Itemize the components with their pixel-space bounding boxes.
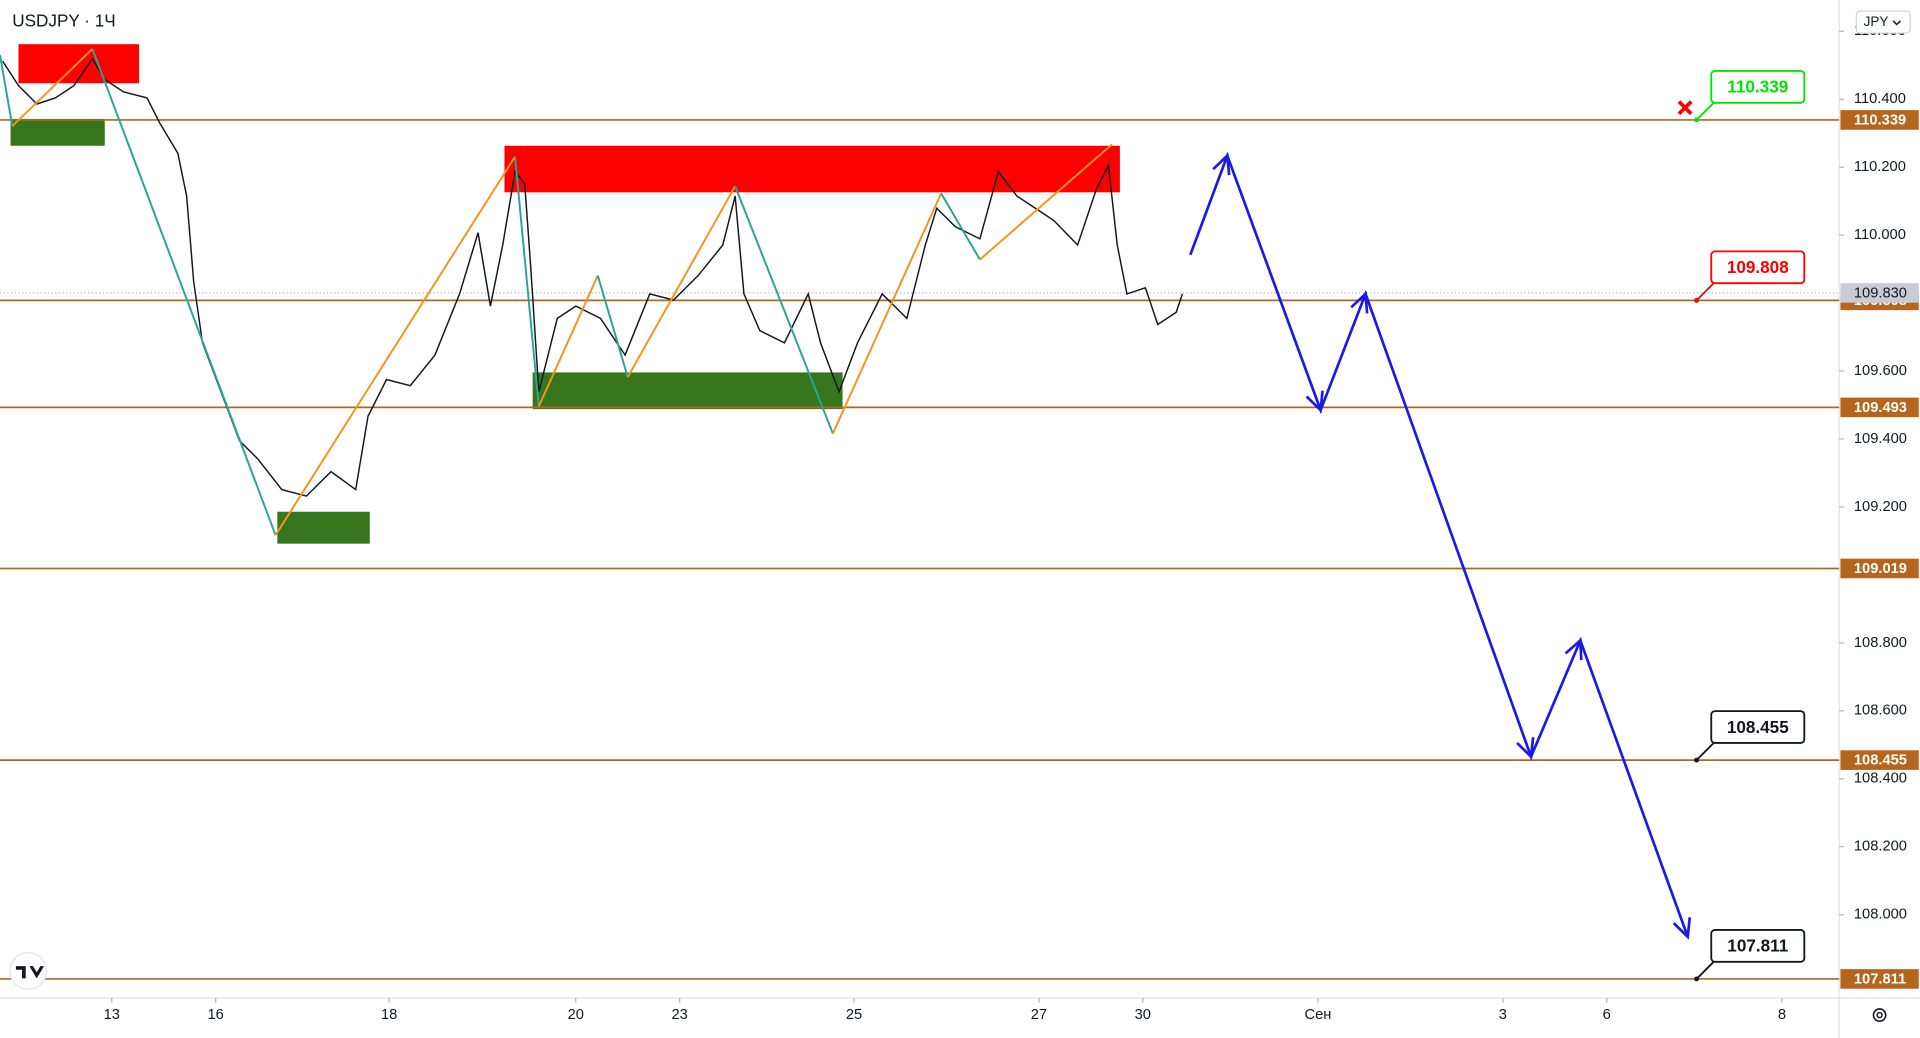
zigzag-segment — [537, 275, 599, 407]
callout-box — [1710, 710, 1806, 744]
cross-marker — [1677, 100, 1693, 116]
callout-label: 107.811 — [1727, 936, 1788, 956]
zigzag-segment — [831, 192, 943, 434]
forecast-arrowhead — [1516, 737, 1535, 760]
callout-leader — [1695, 102, 1715, 121]
zigzag-segment — [734, 185, 834, 434]
symbol-title[interactable]: USDJPY · 1Ч — [12, 11, 115, 31]
level-axis-label: 108.455 — [1854, 753, 1907, 769]
y-tick-label: 110.000 — [1854, 227, 1906, 243]
callout-point — [1694, 757, 1700, 763]
forecast-arrowhead — [1350, 291, 1369, 314]
y-tick-label: 108.000 — [1854, 907, 1907, 923]
plot-area: 110.339 109.808 108.455 107.811 — [0, 44, 1840, 982]
callout-point — [1694, 976, 1700, 982]
y-tick-label: 110.400 — [1854, 91, 1906, 107]
callout-box — [1710, 929, 1806, 963]
zigzag-segment — [979, 143, 1113, 261]
level-axis-box — [1840, 969, 1919, 989]
x-tick-label: 25 — [846, 1007, 862, 1023]
currency-button[interactable] — [1855, 10, 1911, 34]
currency-chevron — [1892, 20, 1901, 26]
x-tick-label: 18 — [381, 1007, 397, 1023]
callout-label: 110.339 — [1727, 77, 1788, 97]
callout-point — [1694, 117, 1700, 123]
y-tick-label: 108.800 — [1854, 635, 1907, 651]
level-axis-box — [1840, 110, 1919, 130]
callout-leader — [1695, 282, 1715, 302]
x-tick-label: 23 — [672, 1007, 688, 1023]
x-tick-label: 13 — [104, 1007, 120, 1023]
callout-label: 109.808 — [1727, 257, 1789, 277]
logo[interactable] — [9, 952, 48, 990]
gear-hub — [1876, 1011, 1883, 1019]
settings-icon[interactable] — [1872, 1008, 1887, 1023]
zigzag-segment — [940, 192, 981, 261]
level-axis-label: 109.493 — [1854, 400, 1907, 416]
level-axis-box — [1840, 397, 1919, 418]
callout-leader — [1695, 742, 1715, 761]
last-price-label: 109.830 — [1854, 285, 1907, 301]
zigzag-segment — [274, 156, 516, 536]
zone — [10, 118, 105, 146]
forecast-arrowhead — [1212, 152, 1231, 176]
zigzag-segment — [596, 275, 629, 378]
zigzag-segment — [91, 48, 277, 536]
zone — [18, 44, 140, 84]
forecast-arrowhead — [1305, 390, 1324, 414]
callout-box — [1710, 250, 1806, 285]
zigzag-segment — [514, 156, 540, 407]
level-axis-label: 110.339 — [1854, 112, 1906, 128]
x-tick-label: Сен — [1305, 1007, 1332, 1023]
zone — [532, 372, 843, 410]
y-tick-label: 108.600 — [1854, 703, 1907, 719]
zigzag-segment — [0, 54, 14, 127]
y-tick-label: 110.200 — [1854, 159, 1906, 175]
y-tick-label: 108.400 — [1854, 771, 1907, 787]
x-tick-label: 3 — [1499, 1007, 1507, 1023]
price-line — [2, 57, 1184, 497]
level-axis-label: 107.811 — [1854, 971, 1906, 987]
x-tick-label: 30 — [1135, 1007, 1151, 1023]
zigzag-segment — [11, 48, 94, 127]
x-tick-label: 8 — [1778, 1007, 1786, 1023]
callout-point — [1694, 297, 1700, 303]
callout-label: 108.455 — [1727, 717, 1789, 737]
x-tick-label: 20 — [568, 1007, 584, 1023]
y-tick-label: 109.200 — [1854, 499, 1907, 515]
zone — [504, 145, 1120, 193]
level-axis-box — [1840, 558, 1919, 579]
forecast-arrowhead — [1672, 917, 1692, 940]
y-tick-label: 109.400 — [1854, 431, 1907, 447]
axes: 110.600110.400110.200110.000109.600109.4… — [104, 23, 1919, 1023]
callout-box — [1710, 70, 1806, 104]
y-tick-label: 109.600 — [1854, 363, 1907, 379]
zigzag-segment — [626, 185, 736, 378]
level-axis-box — [1840, 750, 1919, 770]
logo-mark — [15, 966, 45, 979]
gear — [1872, 1008, 1887, 1023]
last-price-box — [1840, 283, 1919, 303]
x-tick-label: 16 — [208, 1007, 224, 1023]
currency-label[interactable]: JPY — [1864, 14, 1889, 29]
forecast-arrowhead — [1564, 637, 1583, 661]
x-tick-label: 6 — [1603, 1007, 1611, 1023]
y-tick-label: 108.200 — [1854, 839, 1907, 855]
zone — [277, 511, 370, 544]
x-tick-label: 27 — [1031, 1007, 1047, 1023]
callout-leader — [1695, 961, 1715, 980]
level-axis-label: 109.019 — [1854, 561, 1907, 577]
